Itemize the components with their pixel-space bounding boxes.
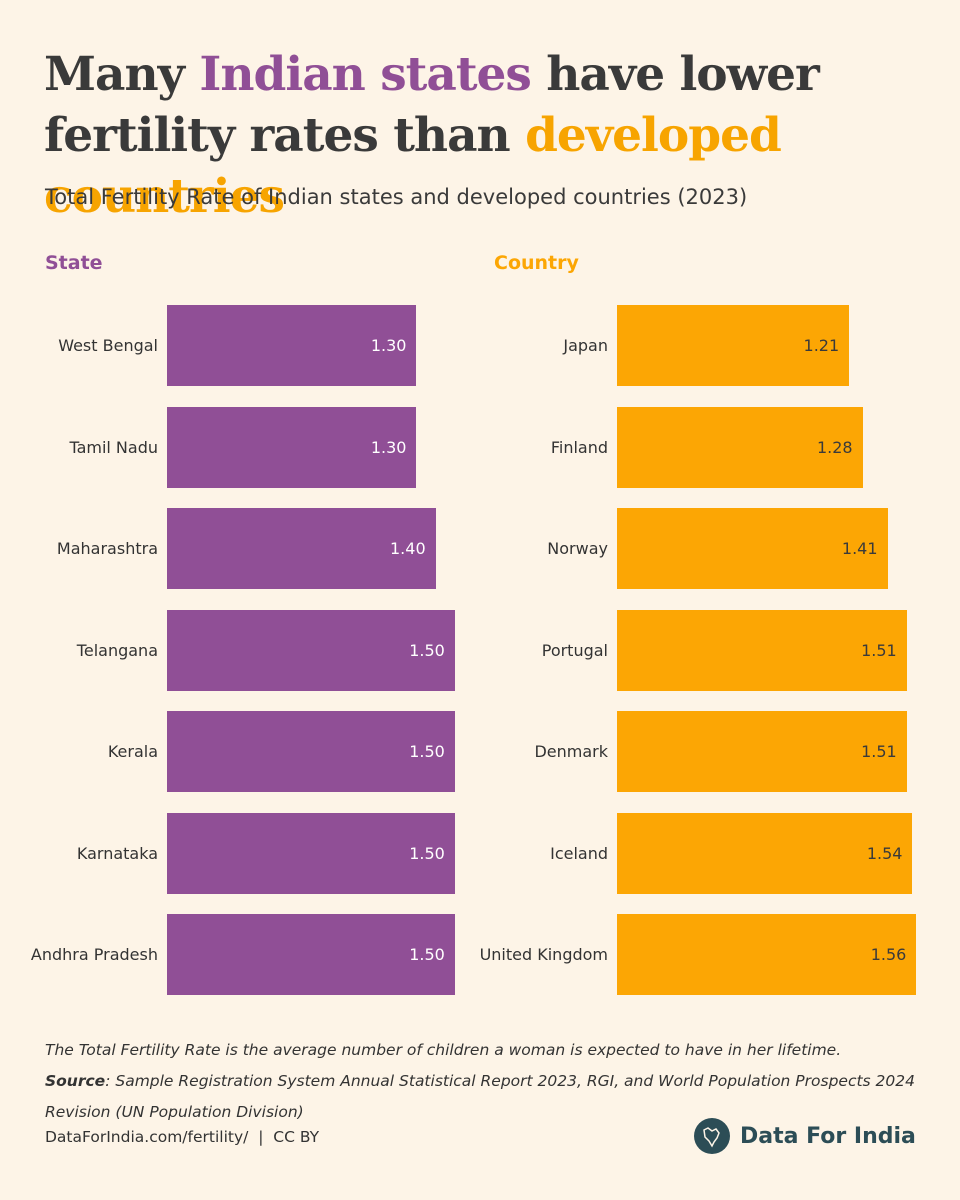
category-label: Finland [550, 437, 608, 457]
category-label: Norway [547, 539, 608, 558]
value-label: 1.51 [861, 640, 897, 660]
value-label: 1.50 [409, 742, 445, 761]
brand: Data For India [694, 1118, 916, 1154]
bar [617, 305, 850, 386]
bar [617, 508, 888, 589]
bar [167, 609, 455, 691]
title-part: developed countries [44, 108, 797, 224]
category-label: Tamil Nadu [69, 437, 158, 457]
value-label: 1.50 [409, 640, 445, 660]
bar [167, 305, 417, 386]
category-label: Karnataka [76, 843, 158, 863]
category-label: Telangana [76, 640, 158, 660]
category-label: Portugal [541, 640, 608, 660]
bar [167, 711, 455, 792]
footer: DataForIndia.com/fertility/ | CC BY [45, 1128, 320, 1146]
title-part: Many [44, 47, 200, 102]
brand-text: Data For India [740, 1123, 916, 1149]
note: The Total Fertility Rate is the average … [45, 1035, 925, 1128]
bar [167, 508, 436, 589]
category-label: Kerala [107, 742, 158, 761]
value-label: 1.51 [861, 742, 897, 761]
bar [617, 812, 913, 894]
value-label: 1.50 [409, 945, 445, 964]
value-label: 1.54 [866, 843, 903, 863]
category-label: West Bengal [58, 336, 158, 355]
value-label: 1.28 [816, 437, 853, 457]
title: Many Indian states have lower fertility … [44, 44, 924, 227]
value-label: 1.21 [803, 336, 840, 355]
category-label: Iceland [550, 843, 608, 863]
category-label: Japan [563, 336, 608, 355]
value-label: 1.30 [370, 437, 407, 457]
value-label: 1.40 [390, 539, 426, 558]
title-part: have lower fertility rates than [44, 47, 835, 163]
bar [167, 406, 417, 488]
category-label: Denmark [534, 742, 608, 761]
category-label: Maharashtra [56, 539, 158, 558]
title-part: Indian states [199, 47, 532, 102]
note-text: The Total Fertility Rate is the average … [45, 1041, 842, 1059]
bar [617, 711, 907, 792]
value-label: 1.41 [841, 539, 878, 558]
brand-logo [694, 1118, 730, 1154]
value-label: 1.30 [370, 336, 407, 355]
source-text: : Sample Registration System Annual Stat… [45, 1072, 916, 1121]
panel-title: State [45, 252, 103, 274]
panel-title: Country [494, 252, 579, 274]
bar [617, 914, 917, 995]
source-label: Source [45, 1072, 106, 1090]
bar [167, 914, 455, 995]
subtitle: Total Fertility Rate of Indian states an… [45, 185, 748, 209]
bar [167, 812, 455, 894]
source: Source: Sample Registration System Annua… [45, 1066, 925, 1128]
bar [617, 406, 863, 488]
bar [617, 609, 907, 691]
category-label: Andhra Pradesh [30, 945, 158, 964]
category-label: United Kingdom [479, 945, 608, 964]
value-label: 1.50 [409, 843, 445, 863]
value-label: 1.56 [870, 945, 907, 964]
